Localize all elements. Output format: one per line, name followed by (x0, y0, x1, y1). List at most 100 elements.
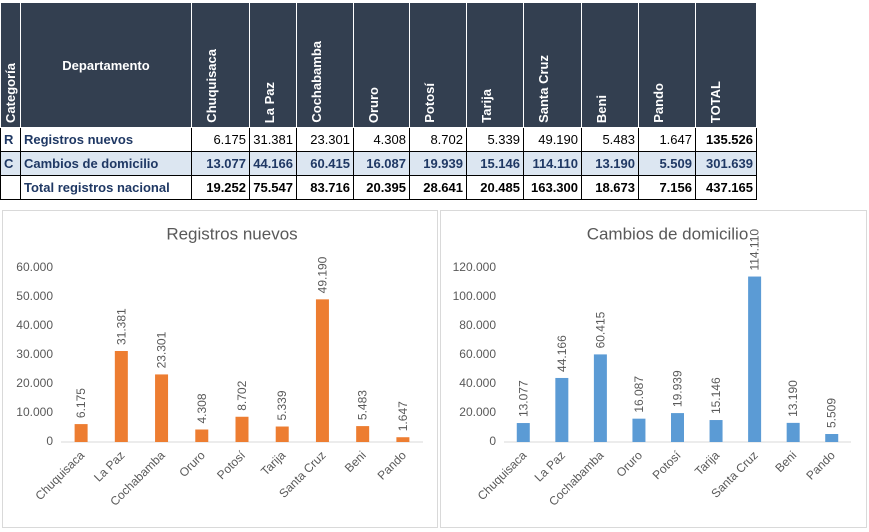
category-cell: C (0, 151, 21, 176)
bar (786, 422, 800, 442)
value-cell: 23.301 (296, 127, 354, 152)
bar (632, 418, 646, 442)
value-cell: 5.339 (466, 127, 524, 152)
chart: Registros nuevos 0 10.000 20.000 30.000 40.00… (16, 224, 423, 509)
header-text: Cochabamba (309, 41, 324, 123)
value-cell: 20.395 (353, 175, 410, 200)
bar (356, 426, 370, 442)
name-cell: Cambios de domicilio (20, 151, 192, 176)
header-text: Chuquisaca (204, 49, 219, 123)
value-cell: 19.939 (409, 151, 467, 176)
bar (671, 413, 684, 442)
header-cell: Tarija (466, 2, 524, 128)
header-text: Categoría (3, 63, 18, 123)
value-cell: 31.381 (249, 127, 297, 152)
value-label: 49.190 (315, 256, 329, 293)
value-label: 1.647 (396, 401, 410, 431)
value-cell: 437.165 (695, 175, 757, 200)
y-tick-label: 20.000 (459, 405, 496, 419)
name-cell: Registros nuevos (20, 127, 192, 152)
header-text: Oruro (366, 86, 381, 123)
category-cell (0, 175, 21, 200)
value-cell: 15.146 (466, 151, 524, 176)
table-row: C Cambios de domicilio 13.077 44.166 60.415 1… (0, 151, 757, 176)
header-cell: Chuquisaca (191, 2, 250, 128)
value-label: 5.509 (825, 398, 839, 428)
x-tick-label: Pando (375, 448, 410, 483)
value-label: 5.339 (275, 390, 289, 420)
header-cell: La Paz (249, 2, 297, 128)
value-cell: 13.077 (191, 151, 250, 176)
header-cell: Cochabamba (296, 2, 354, 128)
value-label: 6.175 (74, 388, 88, 418)
value-cell: 7.156 (638, 175, 696, 200)
x-tick-label: Beni (342, 448, 369, 475)
value-label: 8.702 (235, 380, 249, 410)
header-cell: Beni (581, 2, 639, 128)
bar (195, 429, 209, 442)
value-cell: 5.509 (638, 151, 696, 176)
header-cell: Pando (638, 2, 696, 128)
header-text: Santa Cruz (536, 55, 551, 123)
bar (155, 374, 169, 442)
value-cell: 60.415 (296, 151, 354, 176)
table-row: R Registros nuevos 6.175 31.381 23.301 4.308 8… (0, 127, 757, 152)
x-tick-label: La Paz (532, 448, 568, 484)
header-cell: Potosí (409, 2, 467, 128)
y-tick-label: 60.000 (16, 260, 53, 274)
value-label: 5.483 (356, 390, 370, 420)
chart-title: Registros nuevos (166, 224, 297, 243)
value-cell: 75.547 (249, 175, 297, 200)
bar (114, 350, 128, 442)
bar (235, 416, 249, 442)
header-text: TOTAL (708, 80, 723, 123)
bar (396, 437, 410, 442)
y-tick-label: 120.000 (453, 260, 497, 274)
value-label: 23.301 (155, 331, 169, 368)
header-text: Potosí (422, 83, 437, 123)
chart-box: Registros nuevos 0 10.000 20.000 30.000 40.00… (2, 210, 438, 528)
header-cell: Categoría (0, 2, 21, 128)
bar (709, 420, 723, 442)
y-tick-label: 40.000 (16, 318, 53, 332)
y-tick-label: 0 (489, 434, 496, 448)
bar (516, 423, 530, 442)
bar (593, 354, 607, 442)
value-cell: 6.175 (191, 127, 250, 152)
y-tick-label: 20.000 (16, 376, 53, 390)
value-label: 15.146 (709, 377, 723, 414)
value-cell: 44.166 (249, 151, 297, 176)
value-cell: 28.641 (409, 175, 467, 200)
header-cell: Departamento (20, 2, 192, 128)
value-cell: 18.673 (581, 175, 639, 200)
header-cell: TOTAL (695, 2, 757, 128)
x-tick-label: Chuquisaca (475, 448, 530, 503)
header-cell: Santa Cruz (523, 2, 582, 128)
chart-title: Cambios de domicilio (587, 224, 749, 243)
bar (555, 377, 569, 442)
header-text: La Paz (262, 81, 277, 123)
value-cell: 114.110 (523, 151, 582, 176)
chart-box: Cambios de domicilio 0 20.000 40.000 60.000 8… (440, 210, 867, 528)
header-cell: Oruro (353, 2, 410, 128)
data-table: Categoría Departamento Chuquisaca La Paz Coc… (0, 2, 757, 200)
bar (315, 299, 329, 442)
value-label: 19.939 (671, 370, 685, 407)
value-label: 44.166 (555, 335, 569, 372)
value-cell: 13.190 (581, 151, 639, 176)
value-cell: 1.647 (638, 127, 696, 152)
value-label: 60.415 (593, 311, 607, 348)
bar (275, 426, 289, 442)
value-cell: 83.716 (296, 175, 354, 200)
y-tick-label: 10.000 (16, 405, 53, 419)
x-tick-label: Beni (772, 448, 799, 475)
chart: Cambios de domicilio 0 20.000 40.000 60.000 8… (453, 224, 851, 509)
x-tick-label: Tarija (692, 448, 722, 478)
value-cell: 5.483 (581, 127, 639, 152)
header-row: Categoría Departamento Chuquisaca La Paz Coc… (0, 2, 757, 128)
value-cell: 49.190 (523, 127, 582, 152)
value-cell: 20.485 (466, 175, 524, 200)
value-label: 13.190 (786, 380, 800, 417)
bar (74, 424, 88, 442)
